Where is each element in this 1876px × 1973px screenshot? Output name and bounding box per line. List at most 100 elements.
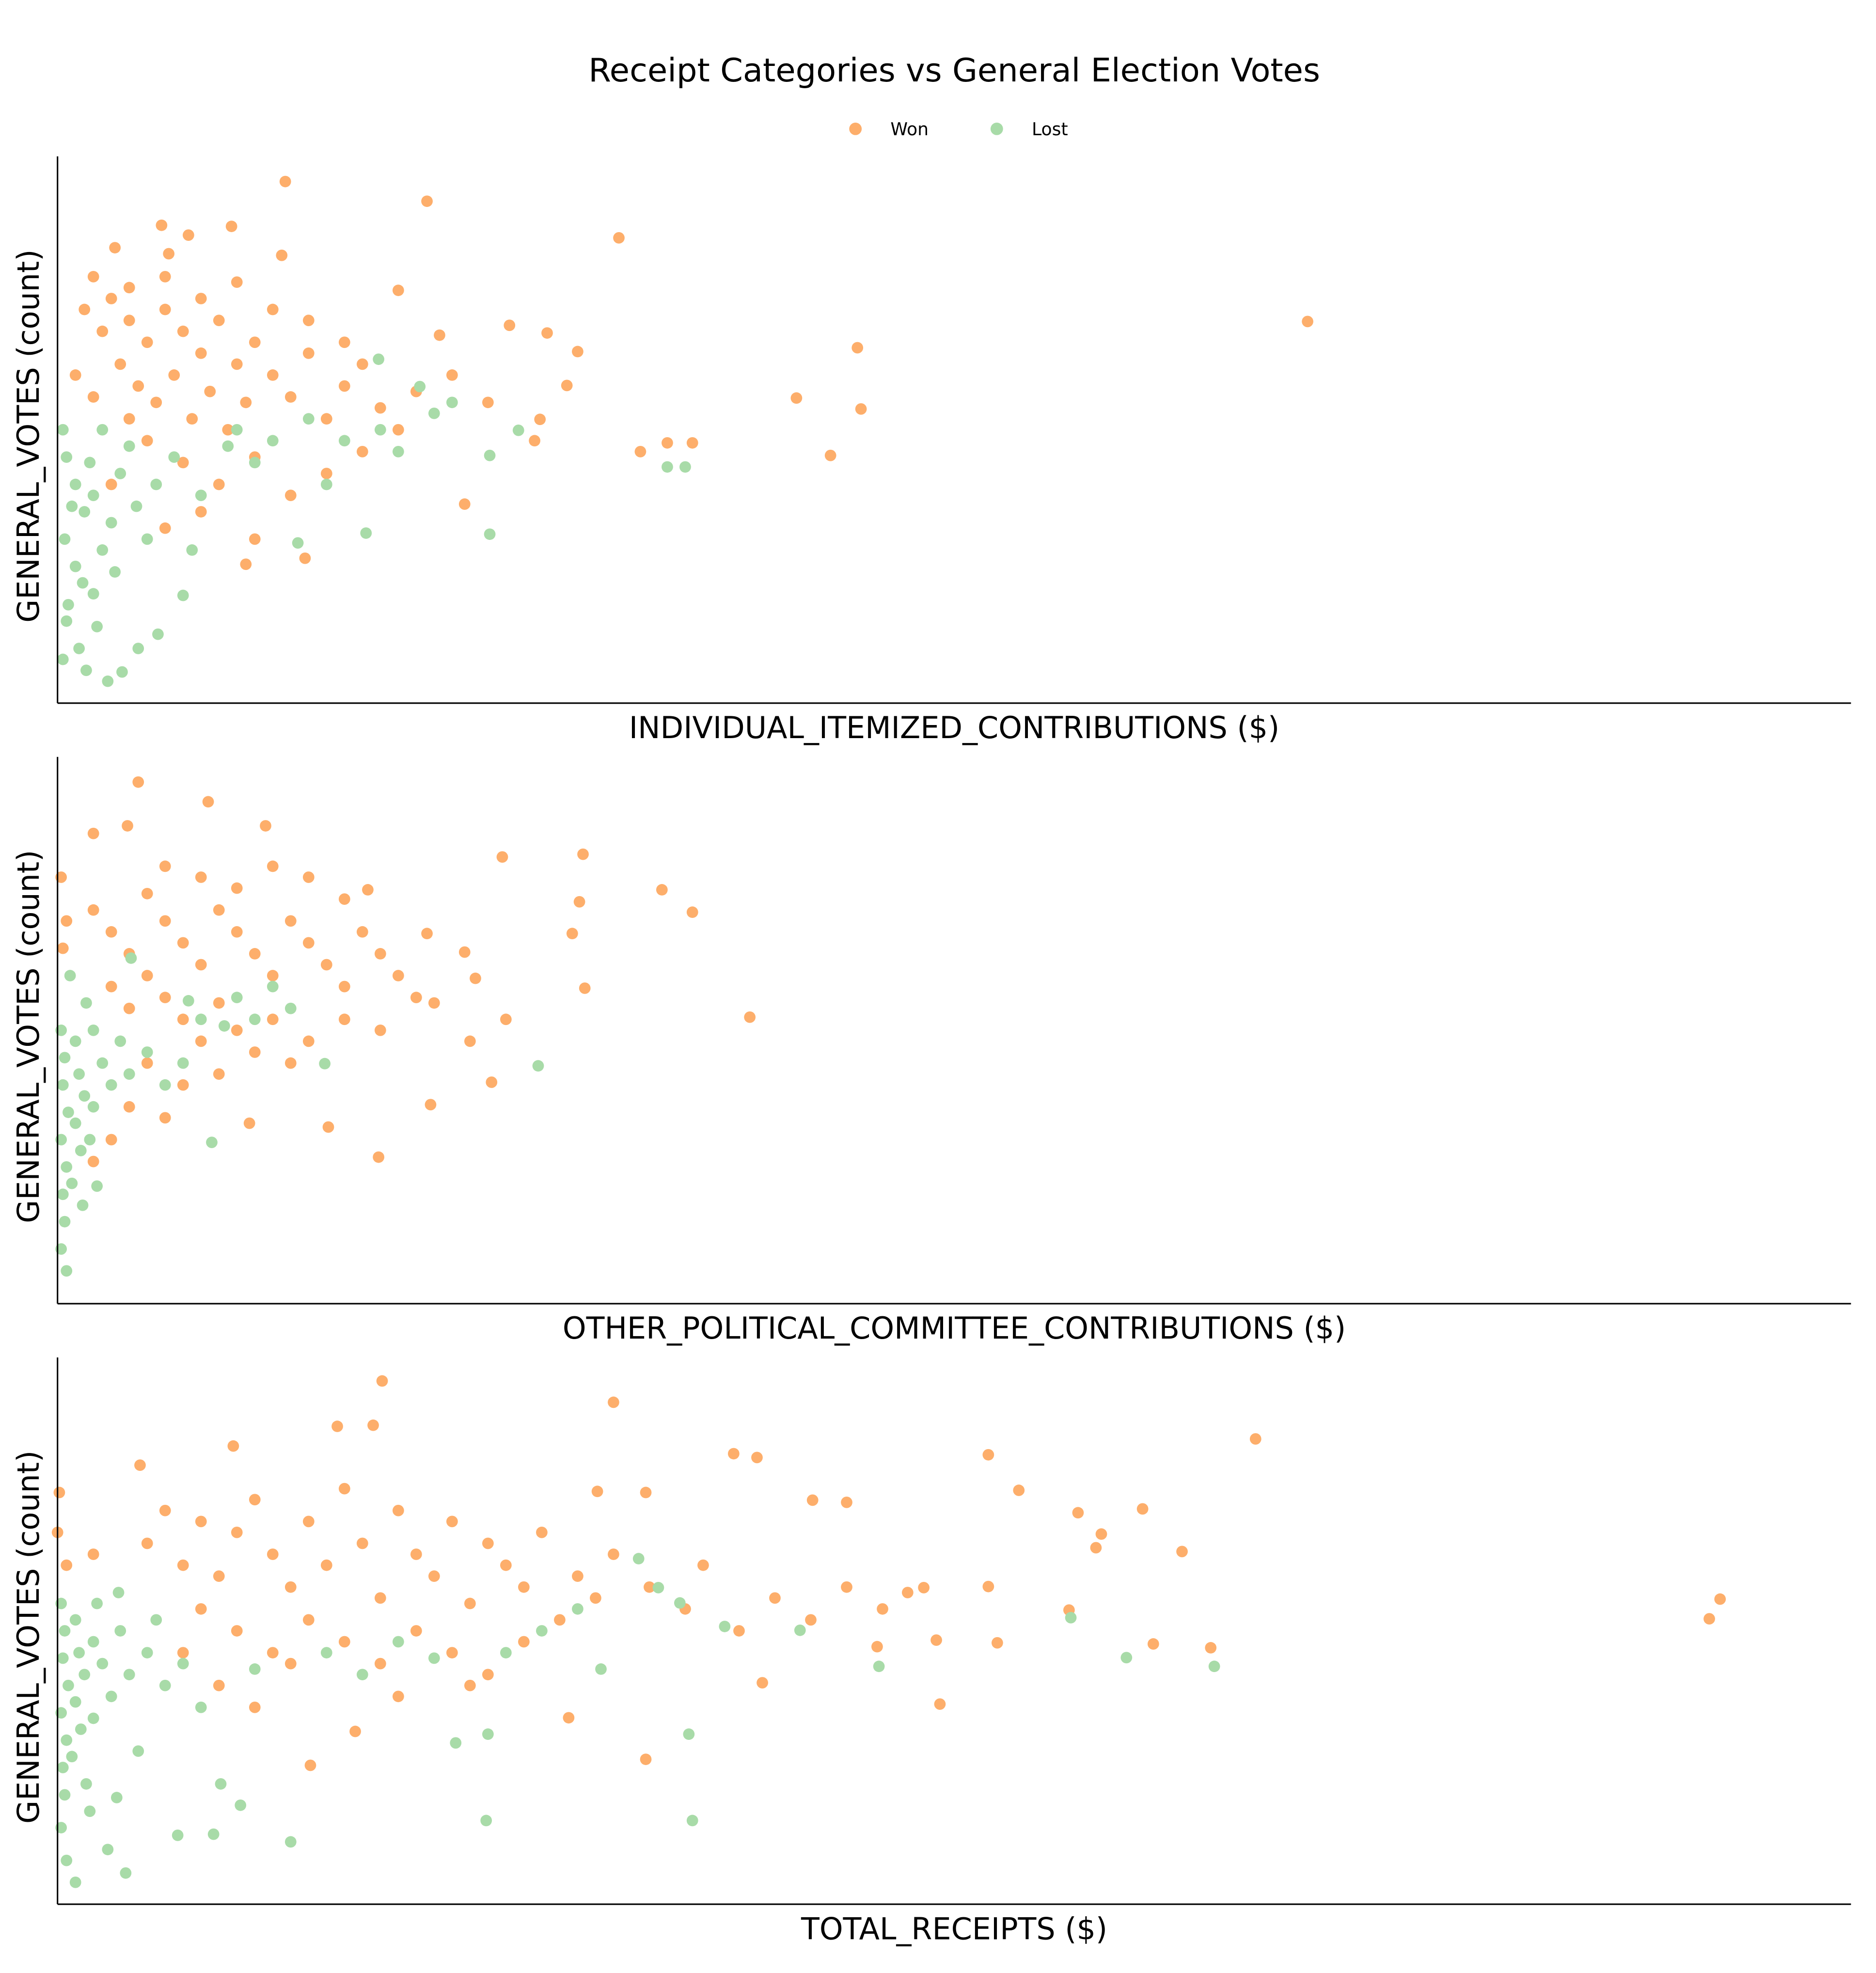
point-won [446,369,458,381]
point-lost [57,1652,69,1664]
point-lost [61,1161,73,1173]
point-lost [428,408,440,419]
point-lost [662,461,673,473]
legend-marker-lost [990,122,1003,135]
point-won [159,915,171,927]
point-won [790,392,803,404]
point-won [159,270,171,283]
point-won [141,435,153,447]
point-won [410,992,422,1004]
point-won [267,1548,279,1560]
point-won [640,1486,652,1499]
point-won [504,319,516,331]
point-won [376,1375,388,1387]
point-won [613,232,625,244]
point-won [686,906,698,918]
point-won [177,1079,189,1091]
point-won [182,229,194,241]
point-lost [652,1581,664,1594]
point-won [105,926,117,938]
point-lost [96,424,109,436]
point-won [356,358,368,370]
point-lost [66,1177,78,1189]
point-won [249,1046,261,1058]
point-won [109,242,121,253]
point-won [470,972,481,984]
point-lost [73,1647,85,1658]
legend-label-lost: Lost [1032,119,1068,140]
point-won [841,1581,852,1593]
point-lost [120,1867,132,1879]
point-won [338,380,350,392]
point-won [61,1559,73,1571]
point-won [87,827,99,839]
point-won [195,347,207,359]
point-lost [105,1690,117,1703]
point-lost [80,997,92,1009]
point-won [231,926,243,938]
point-won [410,1625,422,1637]
point-won [536,1527,548,1538]
point-lost [215,1778,227,1790]
point-won [213,904,225,916]
legend-label-won: Won [890,119,929,140]
point-lost [186,544,198,556]
point-won [410,1548,422,1560]
point-won [500,1013,512,1026]
point-lost [219,1020,230,1032]
point-won [87,1548,99,1560]
point-won [877,1603,888,1615]
point-won [482,1537,494,1549]
point-lost [320,478,332,490]
point-lost [96,1057,109,1069]
point-lost [84,457,96,469]
point-won [428,997,440,1009]
point-won [644,1581,655,1593]
point-lost [356,1669,368,1681]
point-lost [57,1079,69,1091]
point-lost [77,1199,89,1211]
legend: Won Lost [849,119,1068,140]
point-won [134,1459,146,1471]
point-lost [632,1553,645,1564]
point-lost [61,1734,73,1746]
point-won [421,195,433,207]
point-won [213,1679,225,1691]
point-lost [79,1669,91,1681]
point-won [349,1725,361,1737]
point-lost [77,577,89,589]
point-won [249,948,261,960]
point-lost [59,1052,71,1064]
point-lost [159,1079,171,1091]
point-won [177,1559,189,1571]
point-won [421,928,433,940]
point-won [177,937,189,949]
point-won [1147,1638,1159,1650]
point-lost [75,1723,87,1735]
point-lost [112,1587,125,1598]
point-won [195,506,207,518]
point-won [114,358,126,370]
point-won [374,948,386,960]
point-won [806,1494,819,1506]
point-won [279,175,291,188]
point-won [141,970,153,981]
point-lost [484,449,496,461]
point-won [156,219,168,231]
point-lost [686,1815,698,1827]
legend-marker-won [849,122,862,135]
point-lost [141,1647,153,1658]
point-won [577,848,589,860]
point-won [482,1669,494,1681]
point-won [87,904,99,916]
point-won [225,221,237,232]
point-won [177,325,189,337]
point-lost [683,1728,695,1740]
point-won [231,1024,243,1036]
point-won [163,248,175,260]
point-won [195,1035,207,1047]
point-lost [150,1614,162,1626]
point-lost [172,1830,184,1841]
point-won [159,303,171,316]
point-lost [719,1621,731,1632]
